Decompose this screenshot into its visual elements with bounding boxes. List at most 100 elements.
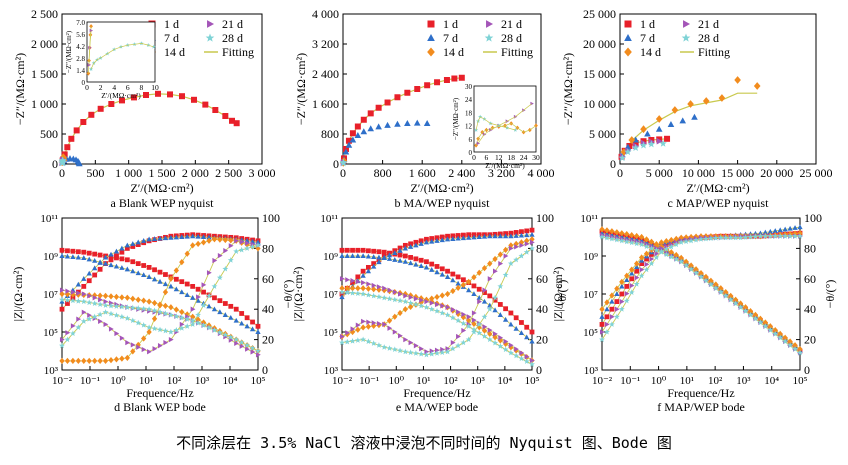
- x-tick-label: 10²: [708, 375, 723, 387]
- modulus-point-14-d: [638, 233, 645, 241]
- phase-point-21-d: [65, 330, 71, 336]
- phase-point-7-d: [162, 235, 169, 241]
- modulus-point-21-d: [419, 297, 424, 303]
- phase-point-21-d: [392, 329, 398, 335]
- modulus-point-21-d: [366, 281, 372, 287]
- modulus-point-7-d: [376, 254, 382, 260]
- phase-point-21-d: [659, 245, 665, 252]
- legend-swatch-28-d: [205, 33, 215, 42]
- data-point-28-d: [618, 154, 627, 162]
- fitting-modulus-7-d: [61, 255, 259, 333]
- inset-y-tick-label: 4.2: [76, 43, 85, 51]
- phase-point-28-d: [135, 319, 142, 326]
- phase-point-1-d: [429, 236, 435, 241]
- phase-point-14-d: [151, 315, 158, 322]
- data-point-7-d: [691, 113, 698, 120]
- phase-point-14-d: [653, 243, 660, 250]
- phase-point-21-d: [403, 336, 409, 343]
- phase-point-14-d: [157, 302, 163, 309]
- phase-point-28-d: [59, 342, 65, 349]
- modulus-point-7-d: [146, 274, 152, 279]
- legend-label-Fitting: Fitting: [698, 45, 730, 59]
- x-tick-label: 10¹: [680, 375, 694, 387]
- phase-point-1-d: [124, 246, 130, 251]
- phase-point-28-d: [167, 328, 174, 335]
- data-point-7-d: [384, 121, 391, 128]
- modulus-point-1-d: [97, 252, 103, 258]
- phase-point-14-d: [604, 299, 610, 306]
- phase-point-28-d: [118, 313, 125, 320]
- panel-title: c MAP/WEP nyquist: [668, 196, 770, 210]
- phase-point-7-d: [513, 233, 519, 238]
- modulus-point-28-d: [529, 361, 535, 367]
- modulus-point-1-d: [365, 248, 371, 254]
- nyquist-panel-a: 0 500 1 000 1 500 2 000 2 500 3 000 0 500 1 000 1 …: [13, 7, 276, 210]
- x-tick-label: 2 000: [182, 166, 209, 180]
- data-point-14-d: [628, 136, 636, 144]
- modulus-point-28-d: [752, 315, 759, 322]
- modulus-point-21-d: [239, 343, 245, 349]
- legend-swatch-14-d: [624, 47, 632, 57]
- modulus-point-28-d: [628, 239, 635, 246]
- modulus-point-14-d: [668, 249, 674, 256]
- modulus-point-28-d: [513, 352, 520, 359]
- modulus-point-1-d: [360, 247, 366, 253]
- phase-point-7-d: [397, 247, 403, 253]
- panel-title: e MA/WEP bode: [396, 400, 478, 414]
- phase-point-21-d: [87, 312, 92, 318]
- phase-point-28-d: [698, 236, 704, 242]
- modulus-point-14-d: [135, 296, 141, 303]
- phase-point-7-d: [455, 235, 461, 241]
- y-tick-label: 10⁵: [323, 327, 338, 339]
- phase-point-21-d: [119, 335, 125, 341]
- phase-point-14-d: [460, 281, 467, 288]
- phase-point-7-d: [614, 291, 620, 297]
- phase-point-14-d: [173, 267, 179, 274]
- inset-point-14-d: [86, 71, 91, 76]
- modulus-point-14-d: [146, 298, 152, 305]
- legend-label-14-d: 14 d: [640, 45, 661, 59]
- phase-point-21-d: [529, 239, 535, 245]
- y2-tick-label: 40: [536, 302, 548, 316]
- data-point-14-d: [753, 82, 761, 90]
- inset-b: 0 6 12 18 24 300612182430Z′/(MΩ·cm²)−Z″/(MΩ·c…: [452, 83, 540, 170]
- data-point-1-d: [143, 92, 149, 98]
- phase-point-28-d: [344, 338, 351, 345]
- modulus-point-7-d: [339, 253, 345, 259]
- modulus-point-28-d: [737, 304, 744, 310]
- modulus-point-28-d: [663, 251, 670, 258]
- phase-point-21-d: [471, 310, 477, 316]
- modulus-point-7-d: [349, 253, 356, 259]
- modulus-point-14-d: [130, 295, 136, 302]
- phase-point-14-d: [471, 274, 477, 281]
- phase-point-7-d: [629, 270, 635, 276]
- modulus-point-1-d: [233, 306, 239, 312]
- phase-point-7-d: [497, 233, 503, 239]
- phase-point-14-d: [599, 306, 605, 313]
- phase-point-14-d: [492, 255, 498, 263]
- modulus-point-1-d: [429, 261, 435, 267]
- modulus-point-1-d: [108, 254, 114, 260]
- fitting-modulus-28-d: [601, 236, 801, 354]
- modulus-point-1-d: [244, 315, 250, 321]
- phase-point-28-d: [360, 336, 367, 343]
- x-tick-label: 10⁵: [793, 375, 808, 387]
- phase-point-21-d: [440, 346, 446, 353]
- y-tick-label: 25 000: [583, 7, 616, 21]
- y-tick-label: 20 000: [583, 37, 616, 51]
- modulus-point-21-d: [103, 298, 109, 305]
- phase-point-21-d: [223, 248, 229, 254]
- data-point-7-d: [342, 148, 350, 155]
- data-point-1-d: [191, 96, 197, 103]
- x-tick-label: 2 400: [448, 166, 475, 180]
- phase-point-7-d: [481, 233, 488, 239]
- modulus-point-1-d: [402, 253, 408, 259]
- phase-point-28-d: [599, 336, 605, 343]
- phase-point-21-d: [649, 256, 655, 262]
- nyquist-panel-c: 0 5 000 10 000 15 000 20 000 25 000 0 5 000 10 0…: [561, 7, 833, 210]
- phase-point-21-d: [125, 340, 131, 346]
- x-axis-label: Z′/(MΩ·cm²): [410, 181, 473, 195]
- data-point-1-d: [443, 77, 450, 83]
- y-tick-label: 0: [610, 157, 616, 171]
